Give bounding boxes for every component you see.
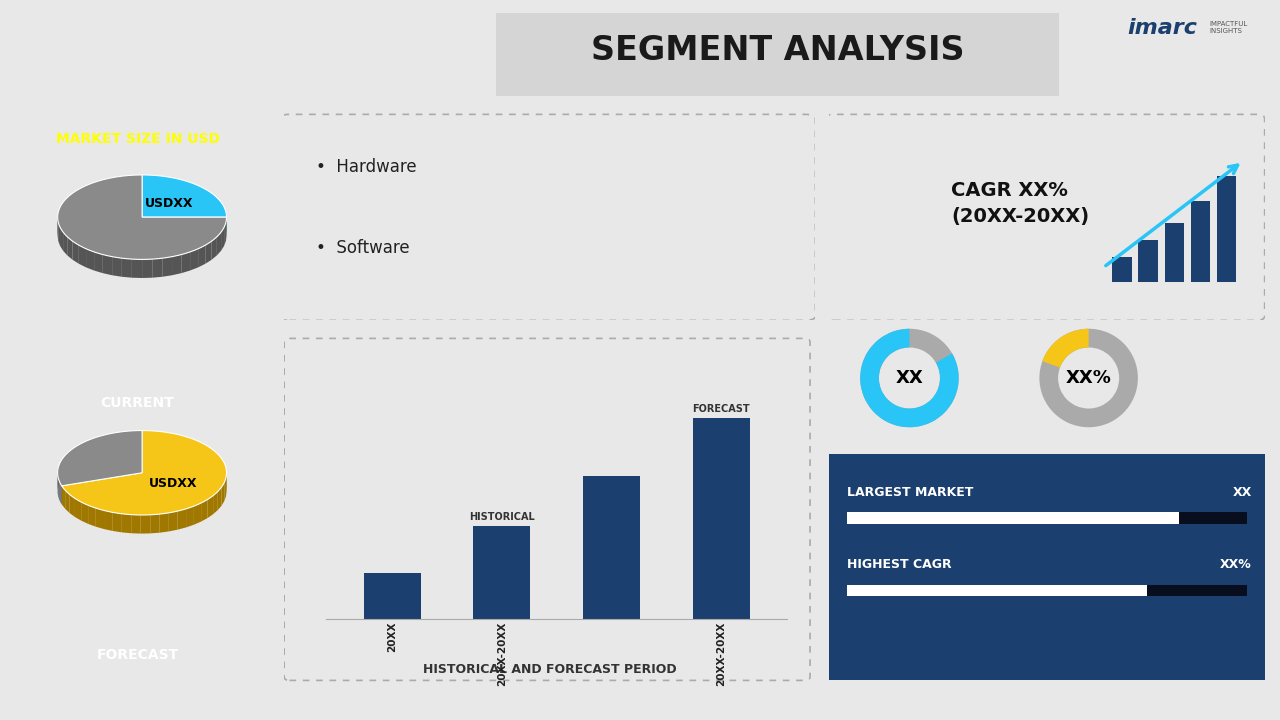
Polygon shape	[58, 431, 142, 486]
Polygon shape	[132, 259, 142, 278]
Polygon shape	[68, 237, 73, 260]
Text: XX: XX	[1233, 486, 1252, 499]
Polygon shape	[221, 228, 224, 251]
Bar	[1165, 222, 1184, 282]
Text: XX: XX	[896, 369, 923, 387]
Bar	[364, 572, 421, 619]
Polygon shape	[96, 508, 104, 529]
Text: USDXX: USDXX	[145, 197, 193, 210]
Polygon shape	[58, 222, 60, 246]
Text: FORECAST: FORECAST	[692, 404, 750, 413]
Polygon shape	[163, 256, 172, 276]
Polygon shape	[104, 510, 113, 531]
Bar	[847, 512, 1179, 524]
Text: FORECAST: FORECAST	[96, 649, 179, 662]
Text: CAGR XX%
(20XX-20XX): CAGR XX% (20XX-20XX)	[951, 181, 1089, 226]
FancyBboxPatch shape	[284, 338, 810, 680]
Bar	[474, 526, 530, 619]
Polygon shape	[60, 228, 63, 251]
Text: HISTORICAL AND FORECAST PERIOD: HISTORICAL AND FORECAST PERIOD	[422, 663, 677, 676]
Bar	[1179, 512, 1247, 524]
Polygon shape	[186, 506, 193, 528]
Text: •  Hardware: • Hardware	[316, 158, 417, 176]
Polygon shape	[182, 252, 189, 273]
Polygon shape	[141, 515, 150, 534]
Text: HIGHEST CAGR: HIGHEST CAGR	[847, 558, 951, 571]
Wedge shape	[1042, 329, 1088, 367]
Polygon shape	[65, 490, 69, 513]
Bar	[692, 418, 750, 619]
Bar	[1138, 240, 1158, 282]
Text: XX%: XX%	[1066, 369, 1111, 387]
Polygon shape	[152, 258, 163, 278]
Polygon shape	[63, 232, 68, 256]
Polygon shape	[211, 237, 216, 260]
Polygon shape	[189, 249, 198, 271]
Wedge shape	[1039, 329, 1138, 427]
Polygon shape	[142, 175, 227, 217]
Polygon shape	[224, 478, 227, 501]
Text: imarc: imarc	[1128, 18, 1198, 37]
Polygon shape	[207, 495, 212, 518]
Polygon shape	[113, 513, 122, 532]
Polygon shape	[212, 492, 218, 514]
Text: XX%: XX%	[1220, 558, 1252, 571]
FancyBboxPatch shape	[497, 12, 1059, 96]
Polygon shape	[122, 514, 132, 534]
Polygon shape	[58, 175, 227, 259]
Polygon shape	[160, 513, 169, 533]
Text: IMPACTFUL
INSIGHTS: IMPACTFUL INSIGHTS	[1210, 21, 1247, 35]
Polygon shape	[224, 222, 227, 246]
FancyBboxPatch shape	[279, 114, 815, 320]
Polygon shape	[76, 498, 81, 521]
Polygon shape	[216, 232, 221, 256]
Polygon shape	[169, 511, 178, 531]
Text: CURRENT: CURRENT	[101, 396, 174, 410]
Polygon shape	[205, 241, 211, 264]
Text: GROWTH RATE: GROWTH RATE	[855, 116, 982, 131]
Text: SEGMENT ANALYSIS: SEGMENT ANALYSIS	[591, 34, 964, 67]
Polygon shape	[172, 255, 182, 275]
Polygon shape	[193, 503, 201, 525]
Text: LARGEST MARKET: LARGEST MARKET	[847, 486, 973, 499]
Text: MARKET SIZE IN USD: MARKET SIZE IN USD	[55, 132, 220, 146]
Text: USDXX: USDXX	[148, 477, 197, 490]
Polygon shape	[86, 249, 95, 271]
Bar	[1147, 585, 1247, 596]
Text: HISTORICAL: HISTORICAL	[468, 513, 535, 523]
Polygon shape	[198, 246, 205, 267]
Polygon shape	[142, 259, 152, 278]
Bar	[1217, 176, 1236, 282]
Wedge shape	[860, 329, 959, 427]
Bar	[847, 512, 1247, 524]
Polygon shape	[113, 256, 122, 276]
Polygon shape	[122, 258, 132, 278]
Polygon shape	[61, 431, 227, 515]
Bar	[847, 585, 1247, 596]
Polygon shape	[73, 241, 79, 264]
Polygon shape	[150, 514, 160, 534]
Text: BREAKUP BY COMPONENT TYPES: BREAKUP BY COMPONENT TYPES	[291, 116, 572, 131]
Wedge shape	[860, 329, 959, 427]
Polygon shape	[88, 505, 96, 527]
FancyBboxPatch shape	[826, 114, 1265, 320]
Polygon shape	[178, 509, 186, 530]
Polygon shape	[61, 486, 65, 509]
Polygon shape	[95, 252, 102, 273]
Polygon shape	[221, 482, 224, 505]
Bar	[1112, 256, 1132, 282]
Polygon shape	[201, 500, 207, 521]
Text: •  Software: • Software	[316, 239, 410, 257]
Polygon shape	[69, 495, 76, 517]
Polygon shape	[132, 515, 141, 534]
Bar	[847, 585, 1147, 596]
FancyBboxPatch shape	[826, 451, 1268, 683]
Polygon shape	[102, 255, 113, 275]
Bar	[584, 476, 640, 619]
Polygon shape	[79, 246, 86, 267]
Polygon shape	[81, 502, 88, 524]
Bar	[1190, 202, 1211, 282]
Polygon shape	[218, 487, 221, 510]
